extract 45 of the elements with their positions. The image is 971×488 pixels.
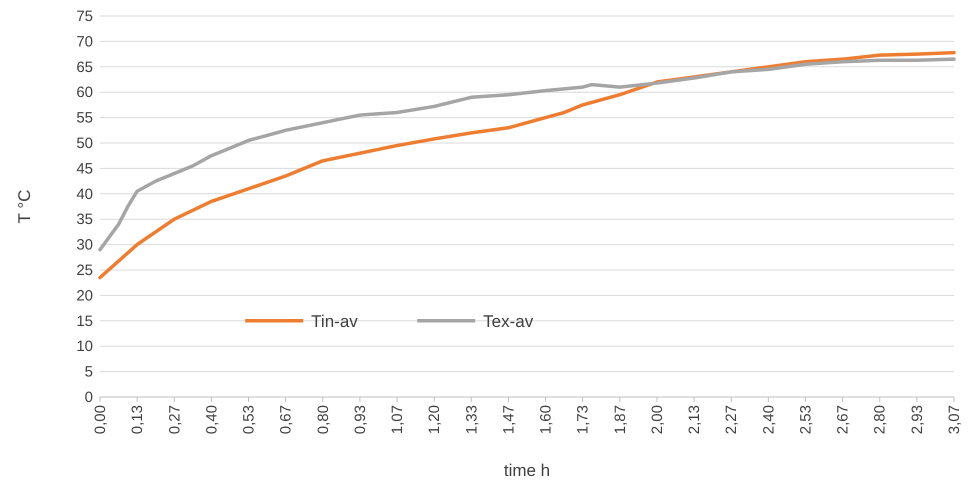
x-tick-label: 0,93: [352, 405, 369, 434]
x-tick-label: 2,40: [760, 405, 778, 434]
x-tick-label: 2,13: [686, 405, 704, 434]
y-tick-label: 25: [76, 262, 93, 279]
legend-label: Tin-av: [311, 312, 358, 331]
y-tick-label: 20: [76, 287, 93, 304]
x-tick-label: 0,27: [166, 405, 184, 434]
x-tick-label: 1,87: [612, 405, 629, 434]
x-tick-label: 1,47: [500, 405, 518, 434]
x-tick-label: 1,20: [426, 405, 444, 434]
x-tick-label: 1,60: [538, 405, 555, 434]
x-tick-label: 1,33: [463, 405, 480, 434]
y-tick-label: 40: [76, 186, 93, 203]
x-axis-title: time h: [504, 461, 550, 480]
x-tick-label: 0,40: [203, 405, 220, 434]
legend-label: Tex-av: [483, 312, 534, 331]
line-series: [98, 57, 956, 252]
y-axis-title: T °C: [15, 190, 34, 224]
y-tick-label: 70: [76, 33, 93, 50]
y-tick-label: 35: [76, 211, 93, 228]
x-tick-label: 0,67: [278, 405, 295, 434]
y-tick-label: 75: [76, 8, 93, 25]
x-tick-label: 2,53: [797, 405, 814, 434]
y-tick-label: 10: [76, 338, 93, 356]
y-tick-label: 0: [84, 389, 93, 406]
x-tick-label: 1,07: [389, 405, 406, 434]
x-tick-label: 0,00: [92, 405, 109, 434]
y-tick-label: 30: [76, 236, 93, 254]
y-tick-label: 65: [76, 58, 93, 76]
y-tick-label: 15: [76, 312, 93, 330]
x-tick-label: 0,80: [314, 405, 332, 434]
x-tick-label: 1,73: [574, 405, 592, 434]
y-tick-label: 55: [76, 110, 93, 127]
x-tick-label: 2,27: [723, 405, 740, 434]
y-tick-label: 45: [76, 160, 93, 178]
y-tick-label: 50: [76, 135, 93, 152]
x-tick-label: 0,53: [240, 405, 258, 434]
x-tick-label: 2,00: [648, 405, 666, 434]
x-tick-label: 2,67: [834, 405, 852, 434]
x-tick-label: 2,80: [872, 405, 889, 434]
x-tick-label: 2,93: [908, 405, 926, 434]
x-tick-label: 3,07: [946, 405, 963, 434]
y-tick-label: 5: [84, 364, 93, 381]
y-tick-label: 60: [76, 84, 93, 102]
x-tick-label: 0,13: [129, 405, 146, 434]
